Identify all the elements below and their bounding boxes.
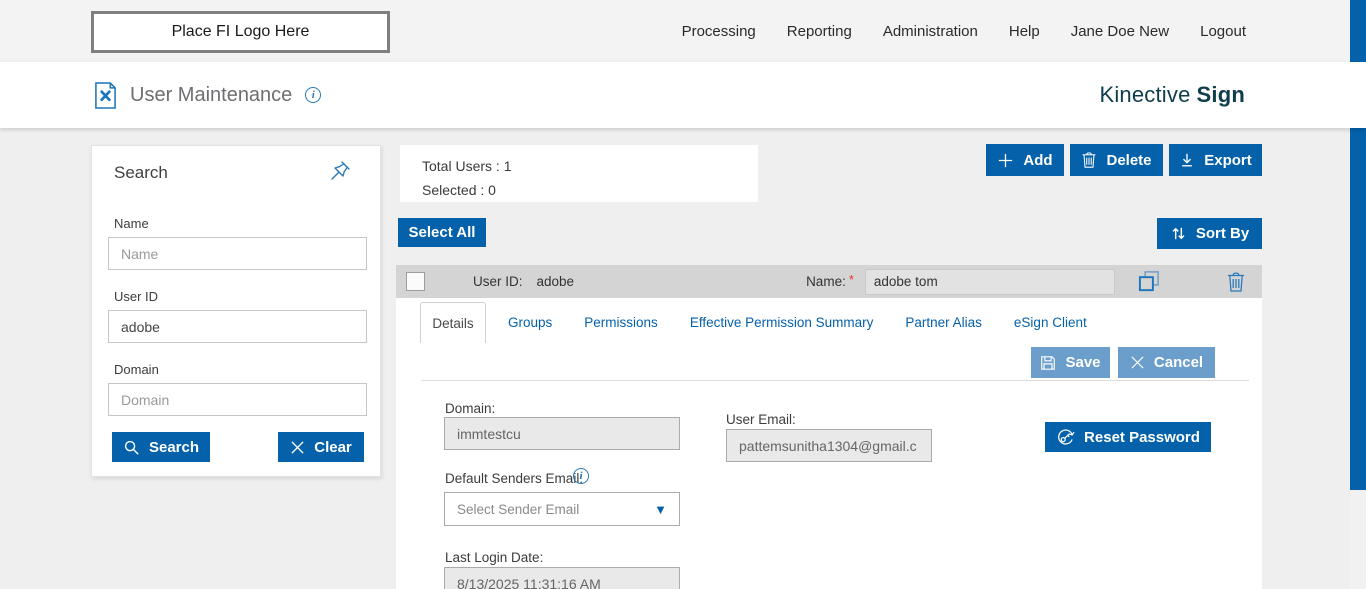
domain-input <box>444 417 680 450</box>
last-login-date-label: Last Login Date: <box>445 550 544 565</box>
user-email-input <box>726 429 932 462</box>
user-maintenance-icon <box>94 81 117 109</box>
search-panel: Search Name User ID Domain Search <box>91 145 381 477</box>
nav-logout[interactable]: Logout <box>1200 22 1246 40</box>
reset-password-button[interactable]: Reset Password <box>1045 422 1211 452</box>
user-id-field-label: User ID <box>114 289 159 304</box>
plus-icon <box>999 153 1013 167</box>
total-users-text: Total Users : 1 <box>422 158 512 174</box>
save-icon <box>1041 355 1056 370</box>
header-bar: User Maintenance i Kinective Sign <box>0 62 1366 128</box>
last-login-date-input <box>444 567 680 589</box>
nav-user-menu[interactable]: Jane Doe New <box>1070 22 1170 40</box>
page-title: User Maintenance <box>130 83 293 106</box>
search-user-id-input[interactable] <box>108 310 367 343</box>
row-user-id-value: adobe <box>536 274 575 289</box>
domain-label: Domain: <box>445 401 496 416</box>
nav-processing[interactable]: Processing <box>681 22 756 40</box>
domain-field-label: Domain <box>114 362 159 377</box>
row-name-label: Name: <box>806 274 846 289</box>
nav-reporting[interactable]: Reporting <box>786 22 852 40</box>
search-name-input[interactable] <box>108 237 367 270</box>
form-divider <box>421 380 1249 381</box>
user-row-checkbox[interactable] <box>406 272 425 291</box>
search-domain-input[interactable] <box>108 383 367 416</box>
brand-product: Sign <box>1196 82 1245 107</box>
search-button[interactable]: Search <box>112 432 210 462</box>
tab-esign-client[interactable]: eSign Client <box>1013 315 1087 330</box>
close-icon <box>291 440 304 454</box>
nav-administration[interactable]: Administration <box>882 22 978 40</box>
tab-partner-alias[interactable]: Partner Alias <box>905 315 982 330</box>
tab-permissions[interactable]: Permissions <box>584 315 658 330</box>
delete-button[interactable]: Delete <box>1070 144 1163 176</box>
top-bar: Place FI Logo Here Processing Reporting … <box>0 0 1366 62</box>
page-title-group: User Maintenance i <box>94 62 322 128</box>
clear-button[interactable]: Clear <box>278 432 364 462</box>
tab-groups[interactable]: Groups <box>508 315 553 330</box>
select-all-button[interactable]: Select All <box>398 218 486 247</box>
reset-key-icon <box>1058 428 1075 445</box>
tab-details[interactable]: Details <box>420 302 486 343</box>
selected-count-text: Selected : 0 <box>422 182 496 198</box>
user-row: User ID: adobe Name: * <box>396 265 1262 298</box>
detail-tabs: Details Groups Permissions Effective Per… <box>420 302 1087 343</box>
search-icon <box>124 440 139 455</box>
page-info-icon[interactable]: i <box>305 87 322 103</box>
brand-logo: Kinective Sign <box>1099 62 1245 128</box>
row-name-input[interactable] <box>864 268 1115 295</box>
user-email-label: User Email: <box>726 412 796 427</box>
fi-logo-placeholder: Place FI Logo Here <box>91 11 390 53</box>
save-button[interactable]: Save <box>1031 347 1110 378</box>
top-navigation: Processing Reporting Administration Help… <box>682 0 1246 62</box>
tab-effective-permission-summary[interactable]: Effective Permission Summary <box>689 315 874 330</box>
required-asterisk: * <box>848 272 854 287</box>
add-button[interactable]: Add <box>986 144 1064 176</box>
download-icon <box>1182 153 1193 167</box>
default-senders-info-icon[interactable]: i <box>573 468 589 484</box>
name-field-label: Name <box>114 216 149 231</box>
user-count-summary: Total Users : 1 Selected : 0 <box>400 145 758 202</box>
brand-name: Kinective <box>1099 82 1191 107</box>
search-panel-title: Search <box>114 163 168 182</box>
copy-user-icon[interactable] <box>1137 269 1162 294</box>
pin-icon[interactable] <box>328 159 352 183</box>
close-icon <box>1131 356 1144 369</box>
sender-email-select[interactable]: Select Sender Email ▼ <box>444 492 680 526</box>
delete-user-icon[interactable] <box>1226 271 1246 293</box>
sort-by-button[interactable]: Sort By <box>1157 218 1262 249</box>
trash-icon <box>1083 152 1096 168</box>
sort-arrows-icon <box>1172 227 1185 240</box>
cancel-button[interactable]: Cancel <box>1118 347 1215 378</box>
row-user-id-label: User ID: <box>473 274 523 289</box>
export-button[interactable]: Export <box>1169 144 1262 176</box>
sender-email-select-value: Select Sender Email <box>457 501 580 517</box>
default-senders-email-label: Default Senders Email: <box>445 471 584 486</box>
nav-help[interactable]: Help <box>1008 22 1040 40</box>
fi-logo-text: Place FI Logo Here <box>171 23 310 40</box>
chevron-down-icon: ▼ <box>654 501 667 517</box>
